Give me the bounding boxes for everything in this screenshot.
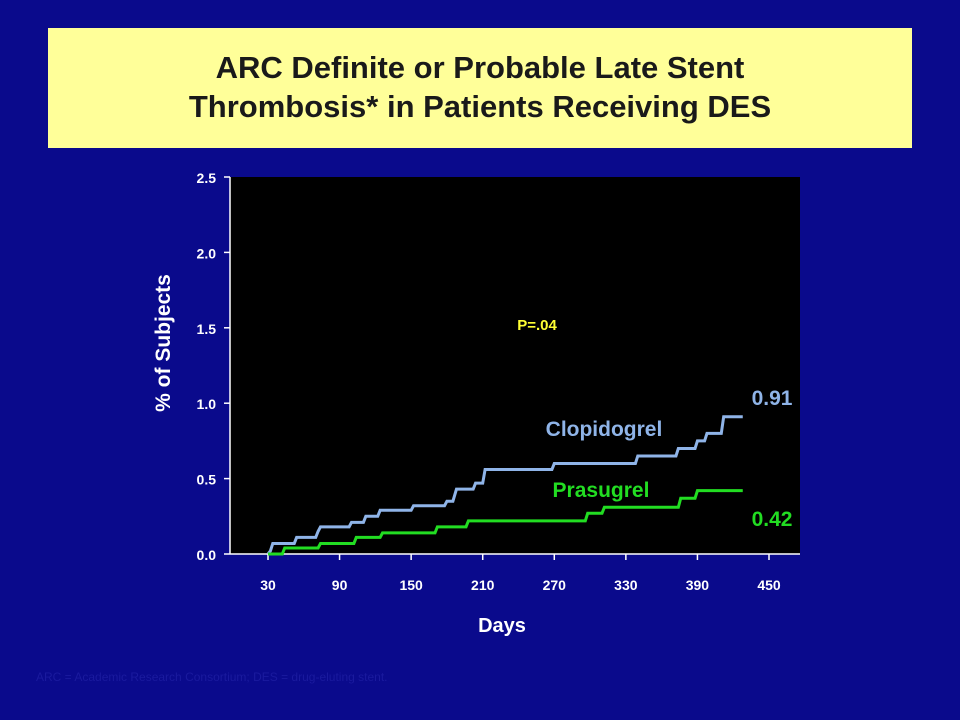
y-tick-label: 0.5 — [197, 472, 217, 488]
x-tick-label: 210 — [471, 577, 495, 593]
x-tick-label: 390 — [686, 577, 710, 593]
footnote: ARC = Academic Research Consortium; DES … — [36, 670, 388, 684]
x-tick-label: 270 — [543, 577, 567, 593]
series-line-clopidogrel — [266, 415, 743, 555]
axes: 0.0 0.5 1.0 1.5 2.0 2.5 30 90 150 210 270 330 390 450 — [197, 170, 800, 593]
p-value-annotation: P=.04 — [517, 317, 557, 334]
x-axis-title: Days — [478, 615, 526, 637]
y-tick-label: 0.0 — [197, 547, 217, 563]
curves — [266, 415, 743, 556]
y-tick-label: 1.5 — [197, 321, 217, 337]
y-tick-label: 1.0 — [197, 396, 217, 412]
x-tick-label: 450 — [757, 577, 781, 593]
end-value-prasugrel: 0.42 — [752, 508, 793, 531]
x-tick-label: 90 — [332, 577, 348, 593]
series-label-prasugrel: Prasugrel — [553, 479, 650, 502]
plot-area — [230, 177, 800, 554]
end-value-clopidogrel: 0.91 — [752, 387, 793, 410]
title-line-1: ARC Definite or Probable Late Stent — [215, 50, 745, 86]
x-tick-label: 150 — [399, 577, 423, 593]
series-line-prasugrel — [268, 489, 743, 556]
x-tick-label: 30 — [260, 577, 276, 593]
title-line-2: Thrombosis* in Patients Receiving DES — [188, 89, 772, 124]
y-tick-label: 2.0 — [197, 245, 217, 261]
title-box: ARC Definite or Probable Late Stent Thro… — [48, 28, 912, 148]
y-tick-label: 2.5 — [197, 170, 217, 186]
slide-title: ARC Definite or Probable Late Stent Thro… — [189, 49, 771, 127]
x-tick-label: 330 — [614, 577, 638, 593]
y-axis-title: % of Subjects — [152, 274, 175, 412]
series-label-clopidogrel: Clopidogrel — [546, 418, 663, 441]
